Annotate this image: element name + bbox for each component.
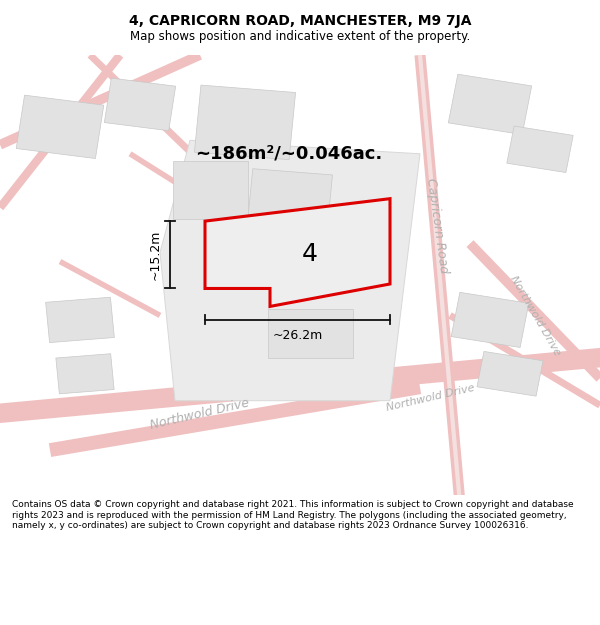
Bar	[104, 78, 176, 131]
Bar	[194, 85, 296, 159]
Bar	[268, 309, 353, 358]
Bar	[451, 292, 529, 348]
Bar	[477, 351, 543, 396]
Bar	[173, 161, 248, 219]
Bar	[448, 74, 532, 134]
Polygon shape	[205, 199, 390, 306]
Bar	[56, 354, 114, 394]
Text: ~186m²/~0.046ac.: ~186m²/~0.046ac.	[195, 145, 382, 162]
Text: Map shows position and indicative extent of the property.: Map shows position and indicative extent…	[130, 30, 470, 43]
Text: ~15.2m: ~15.2m	[149, 229, 162, 280]
Text: Capricorn Road: Capricorn Road	[424, 177, 450, 274]
Polygon shape	[160, 140, 420, 401]
Bar	[507, 126, 573, 173]
Text: ~26.2m: ~26.2m	[272, 329, 323, 342]
Text: Northwold Drive: Northwold Drive	[149, 396, 251, 432]
Bar	[16, 95, 104, 159]
Text: 4: 4	[302, 242, 318, 266]
Text: Northwold Drive: Northwold Drive	[508, 274, 562, 357]
Text: Northwold Drive: Northwold Drive	[385, 383, 475, 413]
Bar	[46, 298, 115, 343]
Text: Contains OS data © Crown copyright and database right 2021. This information is : Contains OS data © Crown copyright and d…	[12, 500, 574, 530]
Text: 4, CAPRICORN ROAD, MANCHESTER, M9 7JA: 4, CAPRICORN ROAD, MANCHESTER, M9 7JA	[129, 14, 471, 28]
Bar	[248, 169, 332, 229]
